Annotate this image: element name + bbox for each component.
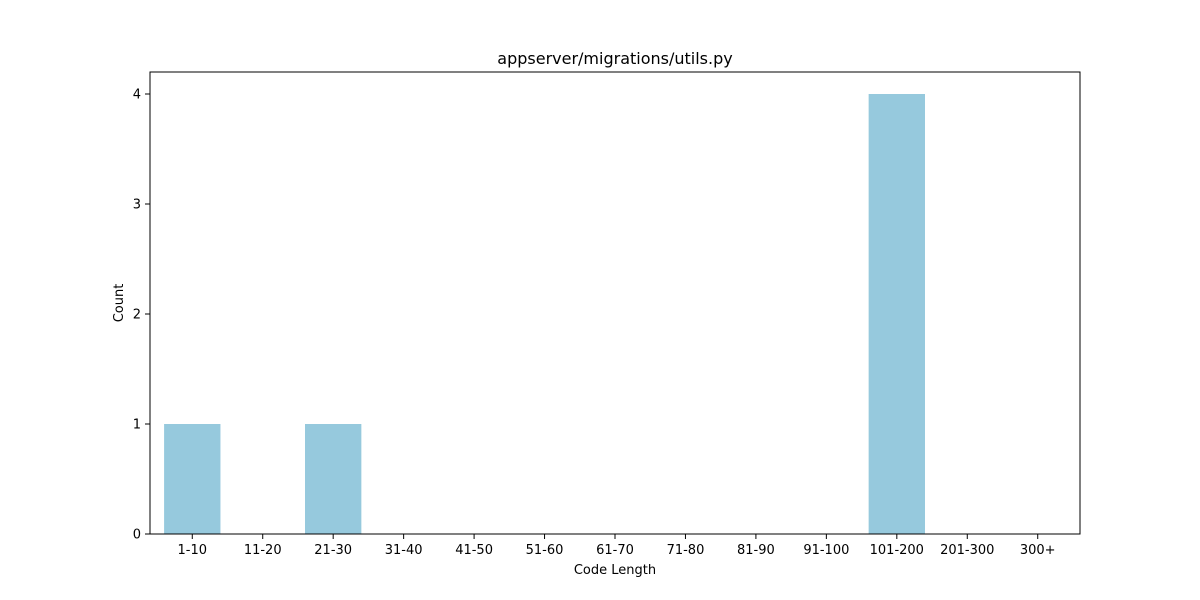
bar-21-30 xyxy=(305,424,362,534)
x-axis: 1-10 11-20 21-30 31-40 41-50 51-60 61-70 71-80 8… xyxy=(178,534,1056,558)
y-axis-label: Count xyxy=(112,284,127,323)
x-axis-label: Code Length xyxy=(574,563,656,578)
x-tick-label: 101-200 xyxy=(870,543,924,558)
x-tick-label: 81-90 xyxy=(737,543,775,558)
x-tick-label: 41-50 xyxy=(455,543,493,558)
x-tick-label: 1-10 xyxy=(178,543,208,558)
x-tick-label: 300+ xyxy=(1020,543,1056,558)
y-tick-label: 4 xyxy=(133,88,141,103)
y-tick-label: 3 xyxy=(133,198,141,213)
bar-101-200 xyxy=(868,94,925,534)
x-tick-label: 91-100 xyxy=(803,543,849,558)
y-axis: 0 1 2 3 4 xyxy=(133,88,150,543)
x-tick-label: 11-20 xyxy=(244,543,282,558)
x-tick-label: 201-300 xyxy=(940,543,994,558)
plot-frame xyxy=(149,71,1081,535)
x-tick-label: 51-60 xyxy=(526,543,564,558)
x-tick-label: 21-30 xyxy=(314,543,352,558)
x-tick-label: 61-70 xyxy=(596,543,634,558)
x-tick-label: 31-40 xyxy=(385,543,423,558)
bars-group xyxy=(164,94,925,534)
bar-1-10 xyxy=(164,424,221,534)
y-tick-label: 0 xyxy=(133,528,141,543)
x-tick-label: 71-80 xyxy=(667,543,705,558)
y-tick-label: 2 xyxy=(133,308,141,323)
chart-title: appserver/migrations/utils.py xyxy=(497,49,732,68)
y-tick-label: 1 xyxy=(133,418,141,433)
